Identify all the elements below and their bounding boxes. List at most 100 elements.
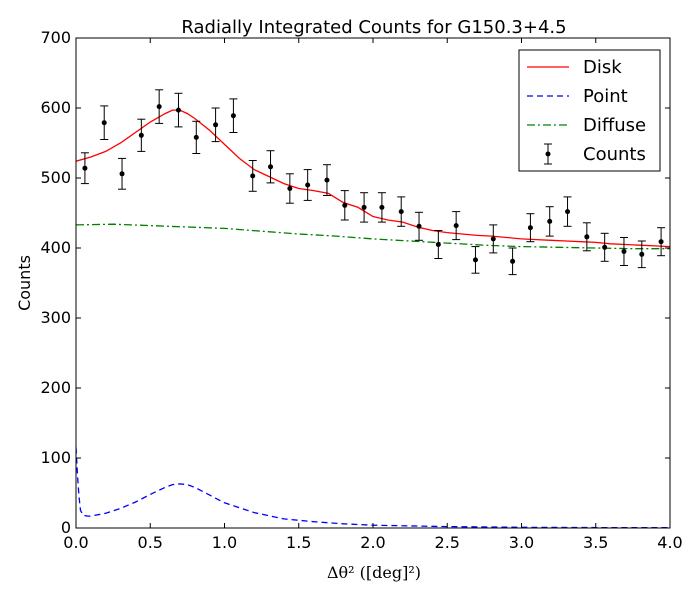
y-tick-label: 700 [40, 28, 71, 47]
legend-entry-counts: Counts [544, 143, 646, 165]
data-point [565, 209, 571, 215]
counts-point [452, 211, 461, 241]
counts-point [545, 206, 554, 237]
x-tick-label: 2.0 [360, 533, 385, 552]
counts-point [434, 230, 443, 259]
counts-point [229, 98, 238, 133]
data-point [193, 134, 199, 140]
data-point [230, 113, 236, 119]
counts-point [100, 105, 109, 140]
counts-point [619, 237, 628, 266]
counts-point [155, 89, 164, 124]
counts-point [340, 190, 349, 221]
y-tick-label: 600 [40, 98, 71, 117]
y-tick-label: 200 [40, 378, 71, 397]
data-point [453, 223, 459, 229]
counts-point [582, 222, 591, 252]
y-tick-label: 0 [61, 518, 71, 537]
series-layer [76, 109, 670, 528]
data-point [398, 209, 404, 215]
y-tick-label: 100 [40, 448, 71, 467]
legend-box [518, 49, 661, 172]
x-tick-label: 4.0 [657, 533, 682, 552]
legend-label: Counts [583, 144, 646, 165]
data-point [268, 164, 274, 170]
counts-point [211, 107, 220, 143]
series-line-diffuse [76, 223, 670, 250]
data-point [175, 107, 181, 113]
x-tick-label: 3.5 [583, 533, 608, 552]
data-point [361, 204, 367, 210]
legend-entry-diffuse: Diffuse [527, 115, 646, 136]
data-point [527, 225, 533, 231]
data-point [379, 204, 385, 210]
data-point [305, 182, 311, 188]
data-point [658, 239, 664, 245]
counts-point [285, 173, 294, 204]
counts-point [360, 192, 369, 223]
series-line-disk [76, 109, 670, 248]
legend-entry-point: Point [527, 86, 628, 107]
y-tick-label: 300 [40, 308, 71, 327]
data-point [324, 177, 330, 183]
counts-point [80, 152, 89, 185]
counts-point [137, 118, 146, 152]
data-point [416, 223, 422, 229]
x-tick-label: 1.5 [286, 533, 311, 552]
counts-point [526, 213, 535, 243]
legend-entry-disk: Disk [527, 57, 622, 78]
counts-point [508, 247, 517, 276]
data-point [342, 202, 348, 208]
counts-point [303, 169, 312, 201]
legend-label: Point [583, 86, 628, 107]
chart-title: Radially Integrated Counts for G150.3+4.… [181, 17, 566, 38]
data-point [602, 244, 608, 250]
legend-label: Diffuse [583, 115, 646, 136]
data-point [82, 165, 88, 171]
data-point [287, 186, 293, 191]
data-point [213, 122, 219, 128]
counts-point [657, 227, 666, 257]
tick-layer: 0.0 0.5 1.0 1.5 2.0 2.5 3.0 3.5 4.0 0 100 200 300 400… [40, 28, 682, 552]
counts-point [118, 157, 127, 190]
counts-point [600, 232, 609, 262]
counts-point [471, 246, 480, 274]
data-point [490, 236, 496, 242]
counts-point [248, 160, 257, 192]
counts-point [266, 150, 275, 184]
y-tick-label: 500 [40, 168, 71, 187]
data-point [101, 120, 107, 126]
counts-point [489, 224, 498, 254]
counts-point [322, 164, 331, 196]
x-axis-label: Δθ² ([deg]²) [327, 563, 421, 582]
errorbar-layer [80, 89, 666, 276]
counts-point [174, 92, 183, 128]
legend: Disk Point Diffuse Counts [518, 49, 661, 172]
x-tick-label: 2.5 [435, 533, 460, 552]
data-point [547, 218, 553, 224]
counts-point [397, 196, 406, 227]
data-point [156, 104, 162, 110]
data-point [435, 242, 441, 247]
series-line-point [76, 447, 670, 528]
data-point [250, 173, 256, 179]
x-tick-label: 1.0 [212, 533, 237, 552]
counts-point [415, 211, 424, 241]
data-point [138, 132, 144, 138]
data-point [119, 171, 125, 177]
y-axis-label: Counts [15, 255, 34, 311]
data-point [510, 258, 516, 264]
counts-point [637, 240, 646, 269]
legend-swatch-point [545, 151, 551, 157]
x-tick-label: 0.5 [138, 533, 163, 552]
data-point [639, 251, 645, 257]
data-point [584, 234, 590, 240]
y-tick-label: 400 [40, 238, 71, 257]
counts-point [563, 196, 572, 227]
data-point [472, 257, 478, 263]
counts-point [377, 192, 386, 223]
data-point [621, 249, 627, 254]
x-tick-label: 3.0 [509, 533, 534, 552]
counts-point [192, 120, 201, 154]
